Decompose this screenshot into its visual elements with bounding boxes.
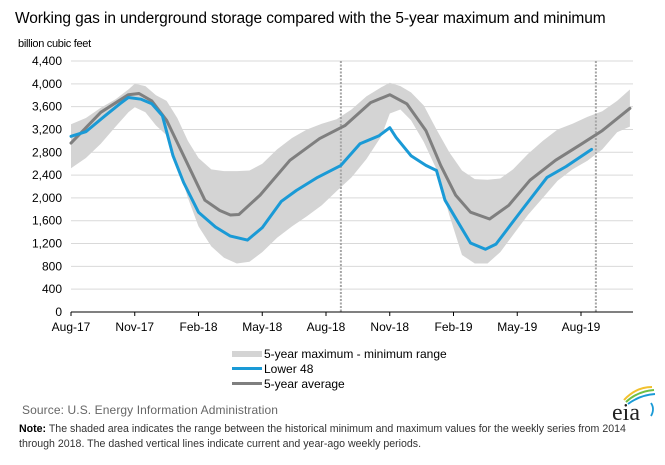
y-axis-unit-label: billion cubic feet xyxy=(18,38,91,50)
x-tick-label: Feb-19 xyxy=(434,320,472,334)
legend-item-average: 5-year average xyxy=(232,376,447,391)
y-tick-label: 2,400 xyxy=(32,168,62,182)
eia-logo: eia xyxy=(612,386,656,423)
range-band-area xyxy=(71,82,630,264)
average-swatch xyxy=(232,382,262,385)
y-tick-label: 2,000 xyxy=(32,191,62,205)
x-tick-label: Nov-18 xyxy=(370,320,409,334)
y-tick-label: 400 xyxy=(42,282,62,296)
x-axis xyxy=(70,311,633,316)
y-tick-label: 2,800 xyxy=(32,145,62,159)
range-swatch xyxy=(232,350,262,357)
y-tick-label: 4,000 xyxy=(32,77,62,91)
range-band xyxy=(71,82,630,264)
logo-swoosh-green xyxy=(625,389,655,403)
y-tick-label: 1,200 xyxy=(32,237,62,251)
y-tick-label: 0 xyxy=(55,305,62,319)
x-tick-label: Aug-18 xyxy=(307,320,346,334)
y-tick-labels: 0 400 800 1,200 1,600 2,000 2,400 2,800 3,200 3,6… xyxy=(32,54,62,319)
legend-label-range: 5-year maximum - minimum range xyxy=(264,346,447,361)
legend-label-average: 5-year average xyxy=(264,376,345,391)
legend-label-lower48: Lower 48 xyxy=(264,361,314,376)
logo-swoosh-blue xyxy=(627,393,656,405)
lower48-swatch xyxy=(232,367,262,370)
y-tick-label: 800 xyxy=(42,259,62,273)
y-tick-label: 3,600 xyxy=(32,100,62,114)
x-tick-label: Nov-17 xyxy=(115,320,154,334)
x-tick-labels: Aug-17 Nov-17 Feb-18 May-18 Aug-18 Nov-18 Feb-… xyxy=(52,320,601,334)
x-tick-label: May-18 xyxy=(242,320,282,334)
source-text: Source: U.S. Energy Information Administ… xyxy=(22,403,279,417)
chart-title: Working gas in underground storage compa… xyxy=(15,10,606,27)
y-tick-label: 1,600 xyxy=(32,214,62,228)
note-body: The shaded area indicates the range betw… xyxy=(19,423,626,450)
x-tick-label: Aug-19 xyxy=(562,320,601,334)
lower48-line xyxy=(69,96,594,251)
logo-text: eia xyxy=(612,400,640,423)
legend-item-lower48: Lower 48 xyxy=(232,361,447,376)
series-lines xyxy=(69,92,632,251)
note-label: Note: xyxy=(19,423,47,435)
y-tick-label: 3,200 xyxy=(32,122,62,136)
y-tick-label: 4,400 xyxy=(32,54,62,68)
x-tick-label: Aug-17 xyxy=(52,320,91,334)
logo-swoosh-yellow xyxy=(623,386,653,401)
logo-swoosh-right xyxy=(650,402,654,417)
x-tick-label: Feb-18 xyxy=(179,320,217,334)
storage-chart: 0 400 800 1,200 1,600 2,000 2,400 2,800 3,200 3,6… xyxy=(32,54,633,334)
legend: 5-year maximum - minimum range Lower 48 … xyxy=(232,346,447,391)
legend-item-range: 5-year maximum - minimum range xyxy=(232,346,447,361)
note-text: Note: The shaded area indicates the rang… xyxy=(19,422,659,452)
x-tick-label: May-19 xyxy=(497,320,537,334)
